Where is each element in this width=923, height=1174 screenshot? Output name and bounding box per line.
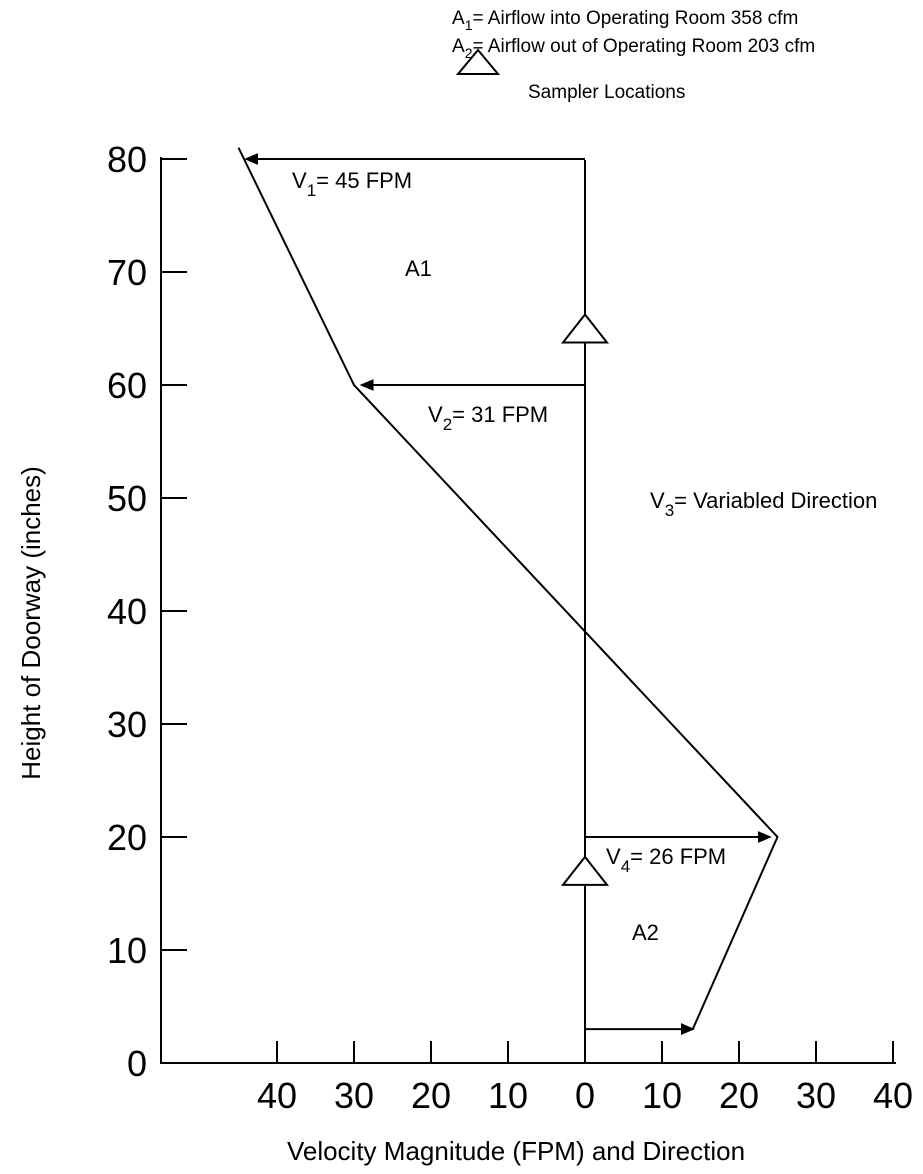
legend-line-a1: A1= Airflow into Operating Room 358 cfm <box>452 8 798 33</box>
x-tick-label: 30 <box>796 1075 836 1116</box>
x-tick-label: 0 <box>575 1075 595 1116</box>
v4-sub: 4 <box>621 857 630 876</box>
v2-text: = 31 FPM <box>452 402 548 427</box>
x-tick-label: 10 <box>488 1075 528 1116</box>
x-axis-title: Velocity Magnitude (FPM) and Direction <box>287 1136 745 1166</box>
x-tick-label: 40 <box>257 1075 297 1116</box>
x-axis-ticks: 40 30 20 10 0 10 20 30 40 <box>257 1041 913 1116</box>
x-tick-label: 30 <box>334 1075 374 1116</box>
y-tick-label: 70 <box>107 252 147 293</box>
annotation-v1: V1= 45 FPM <box>292 168 412 200</box>
legend-a1-text: = Airflow into Operating Room 358 cfm <box>472 8 798 29</box>
legend-a1-sub: 1 <box>465 17 473 33</box>
velocity-profile-line <box>237 147 779 1030</box>
y-tick-label: 60 <box>107 365 147 406</box>
y-tick-label: 30 <box>107 704 147 745</box>
y-axis-ticks: 0 10 20 30 40 50 60 70 80 <box>107 139 187 1084</box>
annotation-v2: V2= 31 FPM <box>428 402 548 434</box>
y-tick-label: 50 <box>107 478 147 519</box>
y-tick-label: 0 <box>127 1043 147 1084</box>
v1-sub: 1 <box>307 181 316 200</box>
sampler-triangle-icon <box>560 855 610 886</box>
legend-line-a2: A2= Airflow out of Operating Room 203 cf… <box>452 36 815 61</box>
legend-a1-base: A <box>452 8 465 29</box>
legend-a2-text: = Airflow out of Operating Room 203 cfm <box>472 36 815 57</box>
annotation-v3: V3= Variabled Direction <box>650 488 877 520</box>
legend-a2-sub: 2 <box>465 45 473 61</box>
y-tick-label: 40 <box>107 591 147 632</box>
x-tick-label: 10 <box>642 1075 682 1116</box>
y-tick-label: 20 <box>107 817 147 858</box>
annotation-a1: A1 <box>405 256 432 281</box>
v3-text: = Variabled Direction <box>674 488 877 513</box>
annotation-v4: V4= 26 FPM <box>606 844 726 876</box>
v1-text: = 45 FPM <box>316 168 412 193</box>
v1-base: V <box>292 168 307 193</box>
legend-triangle-icon <box>455 48 501 75</box>
v3-sub: 3 <box>665 501 674 520</box>
velocity-profile <box>237 147 779 1030</box>
annotation-a2: A2 <box>632 920 659 945</box>
v2-sub: 2 <box>443 415 452 434</box>
y-tick-label: 10 <box>107 930 147 971</box>
x-tick-label: 20 <box>719 1075 759 1116</box>
v4-base: V <box>606 844 621 869</box>
y-tick-label: 80 <box>107 139 147 180</box>
legend-sampler-label: Sampler Locations <box>528 82 685 103</box>
velocity-arrows <box>244 153 772 1036</box>
v2-base: V <box>428 402 443 427</box>
legend-a2-base: A <box>452 36 465 57</box>
v3-base: V <box>650 488 665 513</box>
x-tick-label: 20 <box>411 1075 451 1116</box>
x-tick-label: 40 <box>873 1075 913 1116</box>
v4-text: = 26 FPM <box>630 844 726 869</box>
sampler-markers <box>560 312 610 886</box>
y-axis-title: Height of Doorway (inches) <box>16 466 46 780</box>
sampler-triangle-icon <box>560 312 610 344</box>
